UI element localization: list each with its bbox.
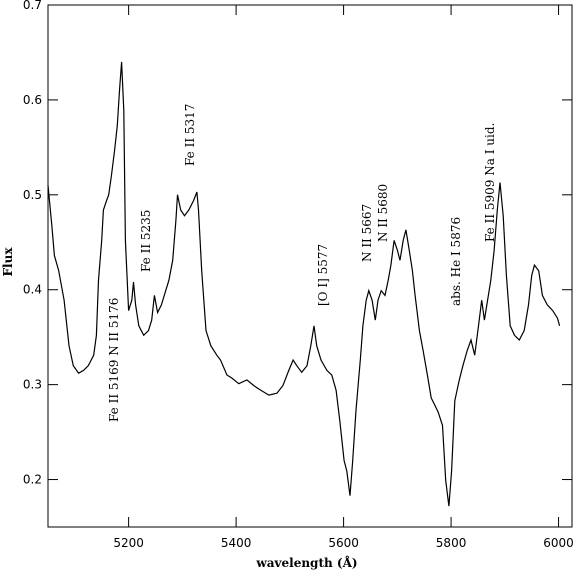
y-tick-label: 0.5 — [23, 188, 42, 202]
line-annotation: N II 5680 — [376, 184, 390, 242]
x-axis-label: wavelength (Å) — [255, 555, 357, 570]
frame — [47, 4, 573, 528]
y-tick-label: 0.4 — [23, 283, 42, 297]
y-tick-label: 0.3 — [23, 378, 42, 392]
x-tick-label: 5800 — [436, 536, 467, 550]
line-annotation: abs. He I 5876 — [449, 217, 463, 306]
spectrum-line — [47, 61, 561, 507]
x-tick-label: 5400 — [221, 536, 252, 550]
line-annotation: [O I] 5577 — [316, 244, 330, 306]
y-tick-label: 0.7 — [23, 0, 42, 12]
y-axis-label: Flux — [1, 247, 15, 277]
y-tick-label: 0.2 — [23, 473, 42, 487]
line-annotation: N II 5667 — [360, 204, 374, 262]
line-annotation: Fe II 5169 N II 5176 — [107, 298, 121, 422]
x-tick-label: 6000 — [543, 536, 573, 550]
line-annotation: Fe II 5909 Na I uid. — [483, 123, 497, 242]
y-tick-label: 0.6 — [23, 93, 42, 107]
line-annotation: Fe II 5317 — [183, 104, 197, 166]
x-tick-label: 5200 — [113, 536, 144, 550]
line-annotation: Fe II 5235 — [139, 210, 153, 272]
x-tick-label: 5600 — [328, 536, 359, 550]
